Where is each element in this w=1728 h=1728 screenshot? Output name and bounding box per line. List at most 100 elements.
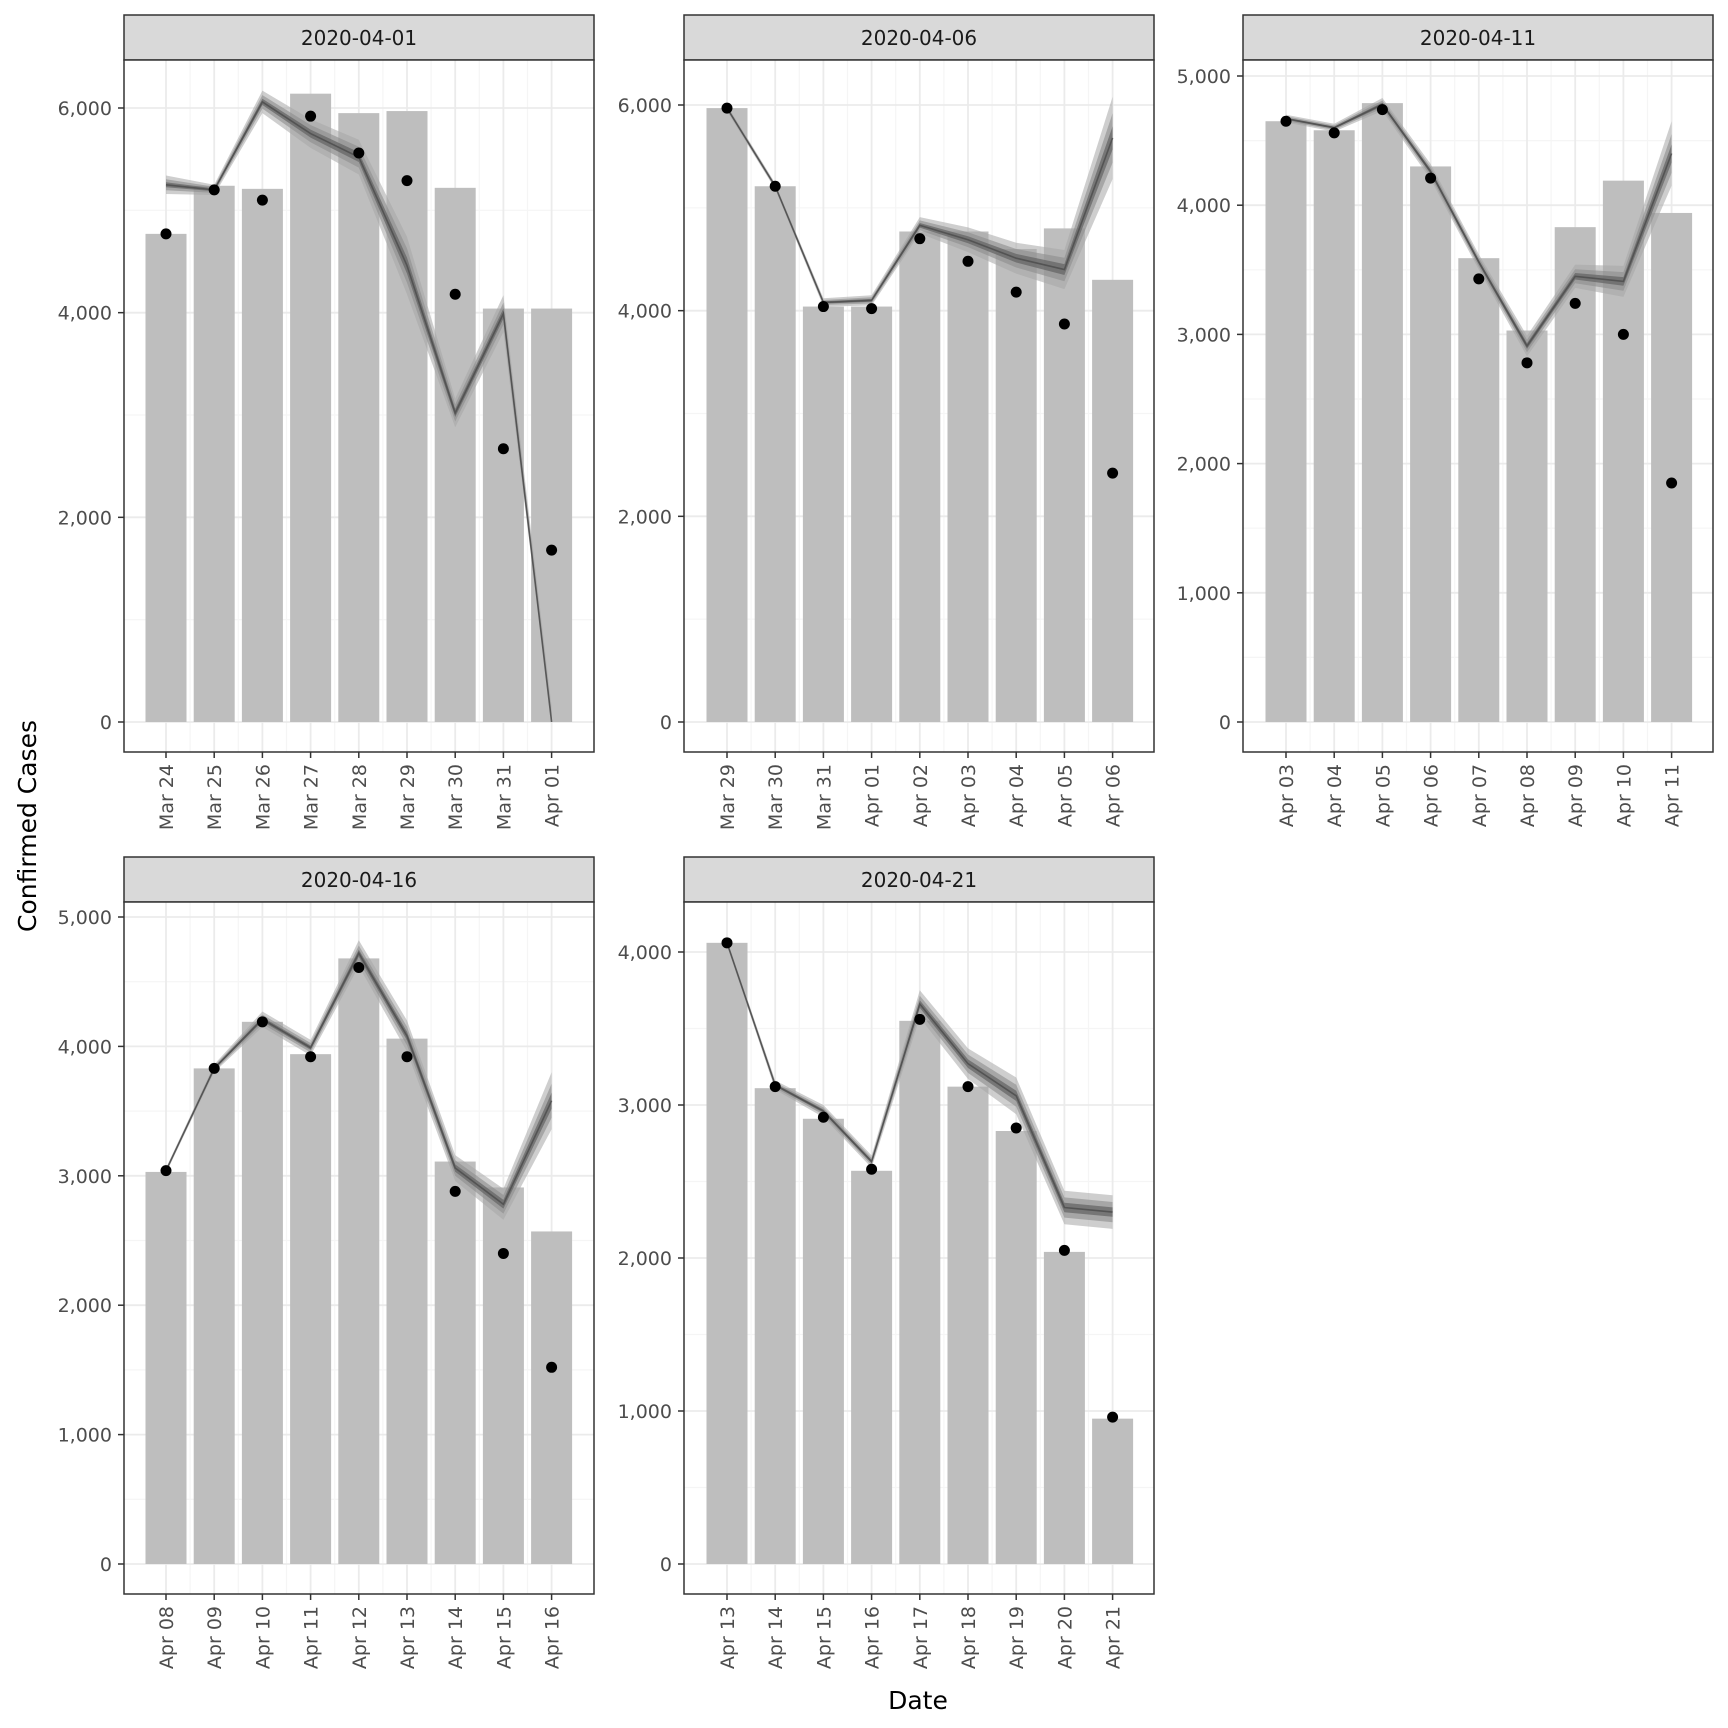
- x-tick-label: Apr 20: [1054, 1606, 1076, 1669]
- x-tick-label: Apr 01: [542, 764, 564, 827]
- x-tick-label: Apr 08: [1517, 764, 1539, 827]
- x-axis-title: Date: [888, 1686, 948, 1715]
- bar: [851, 1170, 893, 1564]
- y-tick-label: 6,000: [618, 95, 672, 117]
- x-tick-label: Apr 09: [204, 1606, 226, 1669]
- x-tick-label: Apr 19: [1006, 1606, 1028, 1669]
- data-point: [353, 961, 365, 973]
- data-point: [305, 1051, 317, 1063]
- bar: [386, 1038, 428, 1564]
- x-tick-label: Apr 15: [493, 1606, 515, 1669]
- x-tick-label: Apr 06: [1103, 764, 1125, 827]
- data-point: [1328, 127, 1340, 139]
- bar: [1043, 228, 1085, 722]
- bar: [899, 1020, 941, 1564]
- facet-strip-label: 2020-04-16: [301, 868, 417, 892]
- bar: [290, 93, 332, 722]
- x-tick-label: Apr 13: [397, 1606, 419, 1669]
- data-point: [1058, 318, 1070, 330]
- data-point: [497, 1247, 509, 1259]
- y-tick-label: 6,000: [58, 98, 112, 120]
- facet-strip-label: 2020-04-01: [301, 26, 417, 50]
- panel-border: [683, 901, 1155, 1595]
- x-tick-label: Apr 14: [765, 1606, 787, 1669]
- y-tick-label: 4,000: [58, 1036, 112, 1058]
- data-point: [1473, 273, 1485, 285]
- bar: [482, 308, 524, 722]
- data-point: [721, 937, 733, 949]
- bar: [706, 942, 748, 1564]
- x-tick-label: Apr 15: [813, 1606, 835, 1669]
- bar: [802, 306, 844, 722]
- bar: [338, 113, 380, 722]
- x-tick-label: Apr 18: [958, 1606, 980, 1669]
- y-tick-label: 0: [100, 1554, 112, 1576]
- x-tick-label: Mar 27: [301, 764, 323, 830]
- bar: [995, 1131, 1037, 1564]
- x-tick-label: Apr 02: [910, 764, 932, 827]
- bar: [193, 185, 235, 723]
- bar: [1361, 103, 1403, 722]
- y-tick-label: 2,000: [58, 507, 112, 529]
- bar: [434, 187, 476, 722]
- data-point: [769, 180, 781, 192]
- x-tick-label: Apr 10: [252, 1606, 274, 1669]
- y-tick-label: 4,000: [618, 942, 672, 964]
- data-point: [256, 194, 268, 206]
- y-axis-title: Confirmed Cases: [13, 720, 42, 932]
- facet-strip-label: 2020-04-06: [861, 26, 977, 50]
- x-tick-label: Apr 17: [910, 1606, 932, 1669]
- y-tick-label: 2,000: [1177, 454, 1231, 476]
- y-tick-label: 2,000: [58, 1295, 112, 1317]
- data-point: [1058, 1244, 1070, 1256]
- data-point: [305, 110, 317, 122]
- facet-strip: [683, 856, 1155, 903]
- x-tick-label: Mar 25: [204, 764, 226, 830]
- bar: [386, 111, 428, 722]
- bar: [706, 108, 748, 722]
- x-tick-label: Apr 05: [1372, 764, 1394, 827]
- forecast-line: [1285, 103, 1673, 348]
- data-point: [401, 175, 413, 187]
- bar: [1092, 1418, 1134, 1564]
- data-point: [1376, 104, 1388, 116]
- data-point: [497, 443, 509, 455]
- x-tick-label: Apr 13: [717, 1606, 739, 1669]
- panel: 2020-04-11 0 1,000 2,000 3,000 4,000 5,000 Apr …: [1177, 14, 1714, 827]
- bar: [338, 958, 380, 1564]
- x-tick-label: Mar 26: [252, 764, 274, 830]
- x-tick-label: Mar 31: [813, 764, 835, 830]
- data-point: [1010, 286, 1022, 298]
- x-tick-label: Apr 03: [1276, 764, 1298, 827]
- panel: 2020-04-06 0 2,000 4,000 6,000 Mar 29 Mar 30 Ma…: [618, 14, 1155, 830]
- x-tick-label: Apr 11: [1662, 764, 1684, 827]
- bar: [899, 231, 941, 723]
- data-point: [1107, 1411, 1119, 1423]
- bar: [754, 1088, 796, 1564]
- panels-layer: 2020-04-01 0 2,000 4,000 6,000 Mar 24 Mar 25 Ma…: [58, 14, 1714, 1669]
- data-point: [817, 1111, 829, 1123]
- x-tick-label: Mar 30: [765, 764, 787, 830]
- bar: [1410, 166, 1452, 722]
- y-tick-label: 5,000: [58, 907, 112, 929]
- x-tick-label: Apr 16: [862, 1606, 884, 1669]
- panel: 2020-04-01 0 2,000 4,000 6,000 Mar 24 Mar 25 Ma…: [58, 14, 595, 830]
- data-point: [353, 147, 365, 159]
- facet-strip-label: 2020-04-11: [1420, 26, 1536, 50]
- band-inner: [727, 107, 1113, 304]
- y-tick-label: 3,000: [1177, 324, 1231, 346]
- bar: [145, 1171, 187, 1564]
- data-point: [914, 233, 926, 245]
- data-point: [1617, 328, 1629, 340]
- bar: [1265, 121, 1307, 723]
- data-point: [866, 303, 878, 315]
- bar: [482, 1187, 524, 1564]
- data-point: [866, 1163, 878, 1175]
- bar: [241, 1021, 283, 1564]
- x-tick-label: Mar 24: [156, 764, 178, 830]
- bar: [145, 233, 187, 722]
- x-tick-label: Apr 08: [156, 1606, 178, 1669]
- y-tick-label: 2,000: [618, 1248, 672, 1270]
- y-tick-label: 4,000: [618, 301, 672, 323]
